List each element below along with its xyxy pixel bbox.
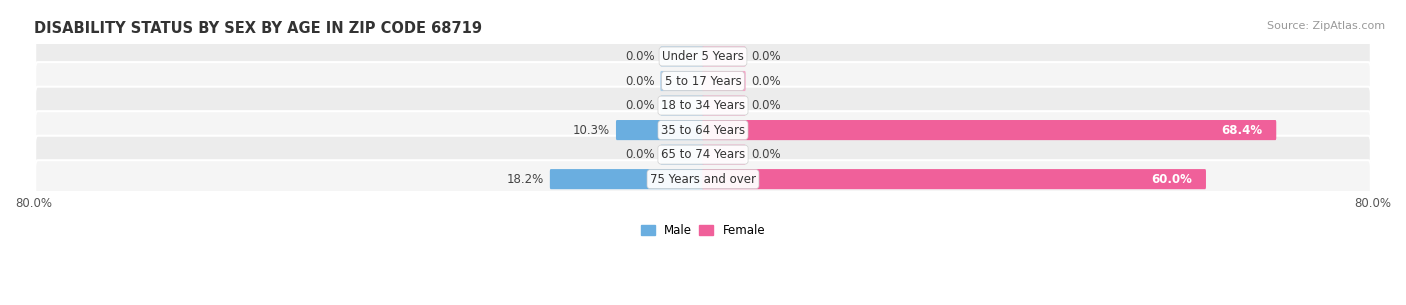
FancyBboxPatch shape <box>35 87 1371 124</box>
FancyBboxPatch shape <box>550 169 704 189</box>
Text: 75 Years and over: 75 Years and over <box>650 173 756 186</box>
Text: 18.2%: 18.2% <box>506 173 544 186</box>
Text: 35 to 64 Years: 35 to 64 Years <box>661 124 745 137</box>
Legend: Male, Female: Male, Female <box>636 219 770 242</box>
FancyBboxPatch shape <box>702 95 745 116</box>
FancyBboxPatch shape <box>661 71 704 91</box>
Text: 0.0%: 0.0% <box>624 50 654 63</box>
Text: 0.0%: 0.0% <box>624 99 654 112</box>
FancyBboxPatch shape <box>661 145 704 165</box>
Text: Under 5 Years: Under 5 Years <box>662 50 744 63</box>
Text: 0.0%: 0.0% <box>752 148 782 161</box>
FancyBboxPatch shape <box>702 169 1206 189</box>
Text: 10.3%: 10.3% <box>574 124 610 137</box>
FancyBboxPatch shape <box>661 46 704 66</box>
FancyBboxPatch shape <box>35 38 1371 75</box>
Text: 68.4%: 68.4% <box>1222 124 1263 137</box>
FancyBboxPatch shape <box>35 160 1371 198</box>
FancyBboxPatch shape <box>35 62 1371 100</box>
Text: 5 to 17 Years: 5 to 17 Years <box>665 74 741 88</box>
Text: 0.0%: 0.0% <box>752 99 782 112</box>
Text: 0.0%: 0.0% <box>752 74 782 88</box>
Text: DISABILITY STATUS BY SEX BY AGE IN ZIP CODE 68719: DISABILITY STATUS BY SEX BY AGE IN ZIP C… <box>34 21 481 36</box>
Text: 18 to 34 Years: 18 to 34 Years <box>661 99 745 112</box>
FancyBboxPatch shape <box>702 145 745 165</box>
FancyBboxPatch shape <box>702 120 1277 140</box>
FancyBboxPatch shape <box>35 111 1371 149</box>
Text: 0.0%: 0.0% <box>624 148 654 161</box>
Text: Source: ZipAtlas.com: Source: ZipAtlas.com <box>1267 21 1385 31</box>
Text: 60.0%: 60.0% <box>1152 173 1192 186</box>
Text: 65 to 74 Years: 65 to 74 Years <box>661 148 745 161</box>
FancyBboxPatch shape <box>702 46 745 66</box>
FancyBboxPatch shape <box>35 136 1371 174</box>
Text: 0.0%: 0.0% <box>624 74 654 88</box>
FancyBboxPatch shape <box>661 95 704 116</box>
FancyBboxPatch shape <box>702 71 745 91</box>
FancyBboxPatch shape <box>616 120 704 140</box>
Text: 0.0%: 0.0% <box>752 50 782 63</box>
